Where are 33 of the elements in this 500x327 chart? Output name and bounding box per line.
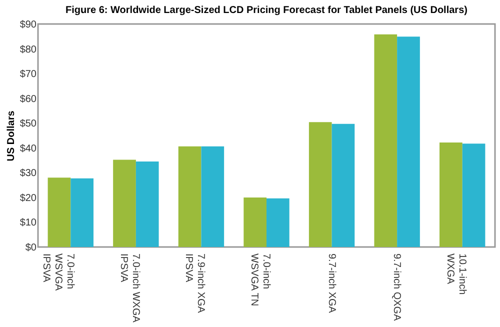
x-tick-label: 7.0-inch WSVGA TN (248, 254, 272, 306)
y-tick-label: $20 (20, 192, 37, 204)
x-tick-label: 9.7-inch XGA (326, 254, 337, 314)
bar (374, 34, 398, 247)
bar (440, 142, 462, 247)
y-tick-label: $0 (25, 242, 37, 254)
bar (332, 124, 355, 247)
bar (70, 178, 94, 247)
bar (266, 198, 290, 247)
x-tick-label: 9.7-inch QXGA (391, 254, 402, 322)
y-tick-label: $90 (20, 20, 37, 30)
bar (113, 160, 136, 247)
chart-title: Figure 6: Worldwide Large-Sized LCD Pricing Forecast for Tablet Panels (US Dollars) (66, 5, 468, 16)
y-axis-title: US Dollars (6, 110, 17, 162)
bar (462, 144, 486, 247)
bar (136, 162, 159, 247)
y-tick-label: $30 (20, 168, 37, 180)
bar (178, 146, 202, 247)
bar (48, 178, 71, 247)
y-tick-label: $70 (20, 69, 37, 80)
y-tick-label: $10 (20, 218, 37, 229)
y-tick-label: $60 (20, 94, 37, 105)
bar (201, 146, 224, 247)
bar (244, 197, 266, 247)
x-tick-label: 7.0-inch WXGA IPSVA (118, 254, 141, 323)
x-tick-label: 7.9-inch XGA IPSVA (183, 254, 206, 314)
x-tick-label: 10.1-inch WXGA (444, 254, 468, 295)
y-tick-label: $50 (20, 118, 37, 130)
bar (397, 36, 420, 247)
x-tick-label: 7.0-inch WSVGA IPSVA (40, 254, 76, 292)
bar (308, 122, 332, 247)
y-tick-label: $80 (20, 44, 37, 56)
y-tick-label: $40 (20, 143, 37, 154)
